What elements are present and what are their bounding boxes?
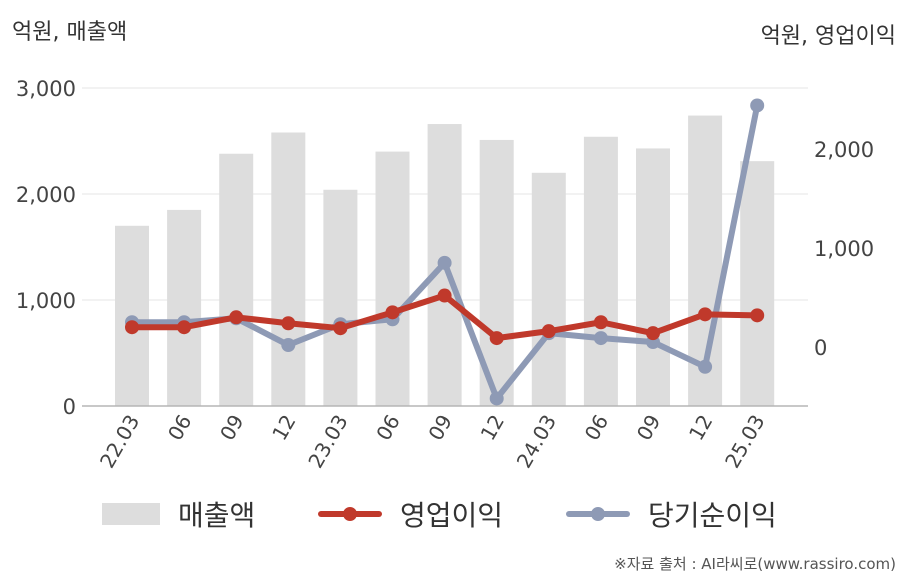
bar-06 <box>375 151 410 406</box>
right-axis-label: 억원, 영업이익 <box>760 24 896 49</box>
bar-09 <box>219 153 254 406</box>
x-tick-3: 12 <box>267 411 301 445</box>
x-tick-4: 23.03 <box>303 411 352 473</box>
bar-06 <box>583 136 618 406</box>
bar-23.03 <box>323 189 358 406</box>
operating-income-point-12 <box>750 308 765 323</box>
x-tick-11: 12 <box>684 411 718 445</box>
operating-income-point-2 <box>229 310 244 325</box>
operating-income-point-6 <box>437 288 452 303</box>
operating-income-point-8 <box>541 324 556 339</box>
bar-24.03 <box>531 172 566 406</box>
left-tick-3: 3,000 <box>16 77 76 101</box>
net-income-point-3 <box>281 338 296 353</box>
bar-09 <box>636 148 670 407</box>
legend-label-operating-income: 영업이익 <box>400 499 504 532</box>
x-tick-5: 06 <box>371 411 405 445</box>
net-income-point-7 <box>489 391 504 406</box>
left-tick-2: 2,000 <box>16 183 76 207</box>
bar-06 <box>167 209 202 406</box>
source-footer: ※자료 출처 : AI라씨로(www.rassiro.com) <box>614 555 896 573</box>
x-axis-ticks: 22.03 06 09 12 23.03 06 09 12 24.03 06 09 12 25.03 <box>95 411 770 473</box>
legend: 매출액 영업이익 당기순이익 <box>0 494 908 538</box>
legend-label-revenue: 매출액 <box>178 499 256 532</box>
net-income-point-11 <box>698 359 713 374</box>
legend-label-net-income: 당기순이익 <box>648 499 777 532</box>
x-tick-10: 09 <box>632 411 666 445</box>
operating-income-point-4 <box>333 321 348 336</box>
operating-income-point-1 <box>177 320 192 335</box>
x-tick-9: 06 <box>580 411 614 445</box>
legend-swatch-net-income <box>566 503 630 525</box>
left-tick-1: 1,000 <box>16 289 76 313</box>
right-tick-2: 2,000 <box>814 138 874 162</box>
legend-swatch-revenue <box>102 503 160 525</box>
x-tick-7: 12 <box>476 411 510 445</box>
x-tick-1: 06 <box>163 411 197 445</box>
left-tick-0: 0 <box>63 395 76 419</box>
net-income-point-6 <box>437 255 452 270</box>
net-income-point-9 <box>593 331 608 346</box>
operating-income-point-7 <box>489 331 504 346</box>
left-axis-ticks: 0 1,000 2,000 3,000 <box>16 77 76 419</box>
operating-income-point-0 <box>125 320 139 335</box>
chart: 0 1,000 2,000 3,000 0 1,000 2,000 22.03 06 09 12… <box>16 77 874 473</box>
right-tick-0: 0 <box>814 336 827 360</box>
x-tick-8: 24.03 <box>512 411 561 473</box>
bar-25.03 <box>740 161 775 406</box>
x-tick-6: 09 <box>423 411 457 445</box>
legend-item-revenue: 매출액 <box>102 494 255 534</box>
operating-income-point-10 <box>646 326 660 341</box>
x-tick-0: 22.03 <box>95 411 144 473</box>
left-axis-label: 억원, 매출액 <box>12 20 128 45</box>
lines <box>125 98 765 406</box>
bar-12 <box>271 132 306 406</box>
right-tick-1: 1,000 <box>814 237 874 261</box>
operating-income-point-3 <box>281 316 296 331</box>
legend-item-net-income: 당기순이익 <box>566 494 777 534</box>
x-tick-12: 25.03 <box>720 411 769 473</box>
legend-item-operating-income: 영업이익 <box>318 494 503 534</box>
net-income-point-12 <box>750 98 765 113</box>
legend-swatch-operating-income <box>318 503 382 525</box>
x-tick-2: 09 <box>215 411 249 445</box>
operating-income-point-9 <box>593 315 608 330</box>
operating-income-point-5 <box>385 305 400 320</box>
operating-income-point-11 <box>698 307 713 322</box>
right-axis-ticks: 0 1,000 2,000 <box>814 138 874 360</box>
